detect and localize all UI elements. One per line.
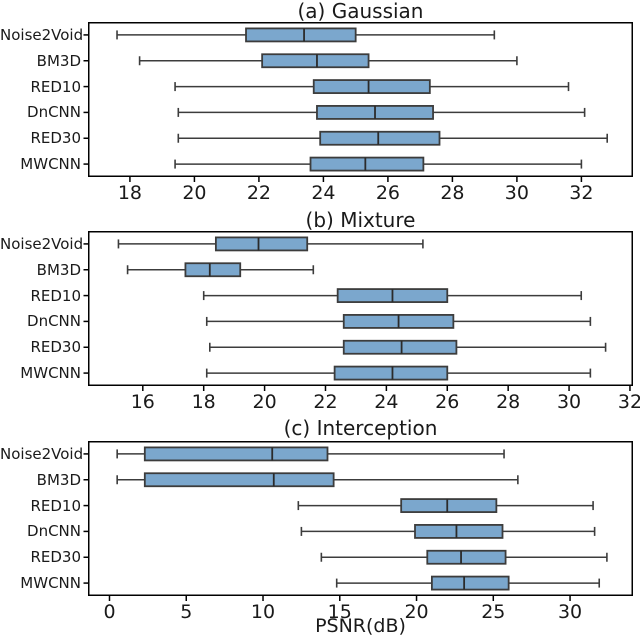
- box-row-noise2void: [117, 236, 424, 252]
- x-tick-label: 18: [191, 391, 216, 413]
- x-tick-label: 22: [246, 182, 271, 204]
- box-row-noise2void: [116, 27, 496, 43]
- box-row-dncnn: [205, 314, 592, 329]
- axes-frame: [88, 231, 633, 386]
- x-tick-label: 26: [435, 391, 460, 413]
- category-label-red10: RED10: [30, 77, 81, 96]
- iqr-box: [430, 575, 510, 591]
- category-label-red10: RED10: [30, 496, 81, 515]
- subplot-mixture-title: (b) Mixture: [305, 208, 416, 232]
- x-tick-label: 30: [556, 391, 582, 413]
- subplot-interception: (c) Interception Noise2Void BM3D RED10 DnCN…: [0, 416, 640, 623]
- category-label-red30: RED30: [30, 338, 81, 357]
- box-row-red10: [202, 288, 583, 303]
- x-tick-label: 32: [569, 182, 594, 204]
- iqr-box: [261, 53, 370, 69]
- x-tick-label: 20: [404, 601, 429, 623]
- category-label-dncnn: DnCNN: [27, 312, 81, 331]
- iqr-box: [309, 156, 425, 172]
- plot-area: [83, 441, 633, 601]
- category-label-mwcnn: MWCNN: [20, 364, 81, 383]
- category-label-dncnn: DnCNN: [27, 103, 81, 122]
- x-tick-label: 20: [252, 391, 277, 413]
- x-axis-label: PSNR(dB): [315, 615, 406, 637]
- plot-area: [83, 22, 633, 182]
- x-tick-label: 0: [103, 601, 116, 623]
- category-label-mwcnn: MWCNN: [20, 574, 81, 593]
- subplot-gaussian: (a) Gaussian Noise2Void BM3D RED10 DnCNN RED…: [0, 0, 640, 204]
- iqr-box: [426, 549, 507, 565]
- category-label-noise2void: Noise2Void: [0, 444, 84, 463]
- box-row-red30: [208, 339, 607, 355]
- axes-frame: [88, 22, 633, 177]
- axes-frame: [88, 441, 633, 596]
- subplot-gaussian-title: (a) Gaussian: [297, 0, 424, 23]
- category-label-red30: RED30: [30, 548, 81, 567]
- category-label-noise2void: Noise2Void: [0, 234, 84, 253]
- box-row-red10: [174, 79, 570, 94]
- iqr-box: [214, 236, 309, 252]
- box-row-bm3d: [126, 262, 315, 278]
- subplot-interception-title: (c) Interception: [283, 416, 438, 440]
- subplot-mixture: (b) Mixture Noise2Void BM3D RED10 DnCNN RED3…: [0, 208, 640, 413]
- category-label-bm3d: BM3D: [36, 260, 81, 279]
- category-label-red10: RED10: [30, 286, 81, 305]
- category-label-mwcnn: MWCNN: [20, 155, 81, 174]
- x-tick-label: 5: [180, 601, 193, 623]
- iqr-box: [245, 27, 357, 43]
- x-tick-label: 24: [311, 182, 336, 204]
- category-label-bm3d: BM3D: [36, 51, 81, 70]
- iqr-box: [319, 130, 441, 146]
- x-tick-label: 15: [327, 601, 352, 623]
- category-label-red30: RED30: [30, 129, 81, 148]
- box-row-mwcnn: [335, 575, 601, 591]
- x-tick-label: 32: [617, 391, 640, 413]
- iqr-box: [143, 472, 335, 488]
- box-row-dncnn: [300, 524, 596, 539]
- iqr-box: [333, 365, 449, 381]
- x-tick-label: 26: [375, 182, 400, 204]
- x-tick-label: 28: [440, 182, 465, 204]
- box-row-mwcnn: [205, 365, 592, 381]
- box-row-bm3d: [138, 53, 518, 69]
- iqr-box: [184, 262, 242, 278]
- x-tick-label: 25: [481, 601, 506, 623]
- x-tick-label: 16: [130, 391, 155, 413]
- x-tick-label: 10: [250, 601, 276, 623]
- iqr-box: [342, 339, 458, 355]
- iqr-box: [400, 498, 498, 513]
- iqr-box: [414, 524, 504, 539]
- box-row-red30: [320, 549, 608, 565]
- x-tick-label: 28: [496, 391, 521, 413]
- box-row-red30: [177, 130, 609, 146]
- box-row-noise2void: [116, 446, 505, 462]
- category-label-noise2void: Noise2Void: [0, 25, 84, 44]
- category-label-bm3d: BM3D: [36, 470, 81, 489]
- x-tick-label: 30: [504, 182, 529, 204]
- box-row-dncnn: [177, 105, 586, 120]
- x-tick-label: 30: [557, 601, 583, 623]
- x-tick-label: 18: [117, 182, 143, 204]
- iqr-box: [312, 79, 431, 94]
- x-tick-label: 22: [313, 391, 338, 413]
- plot-area: [83, 231, 633, 391]
- x-tick-label: 24: [374, 391, 399, 413]
- iqr-box: [143, 446, 329, 462]
- box-row-mwcnn: [174, 156, 583, 172]
- box-row-bm3d: [116, 472, 519, 488]
- box-row-red10: [297, 498, 594, 513]
- x-tick-label: 20: [182, 182, 207, 204]
- category-label-dncnn: DnCNN: [27, 522, 81, 541]
